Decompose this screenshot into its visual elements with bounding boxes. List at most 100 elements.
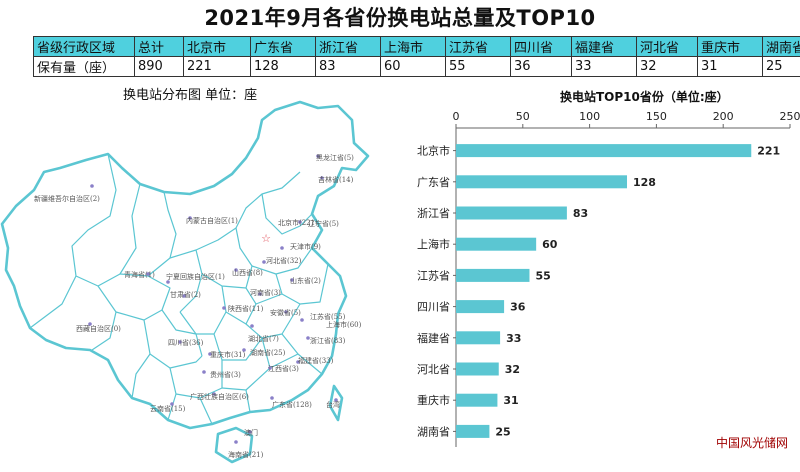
summary-header-cell: 总计 (134, 36, 184, 57)
summary-header-cell: 湖南省 (762, 36, 800, 57)
summary-value-cell: 36 (510, 56, 572, 77)
bar (456, 144, 752, 158)
map-province-label: 澳门 (244, 429, 258, 437)
bar-value-label: 221 (757, 145, 780, 158)
map-province-label: 吉林省(14) (318, 176, 354, 184)
map-province-label: 新疆维吾尔自治区(2) (34, 195, 100, 203)
x-tick-label: 150 (646, 110, 667, 123)
china-distribution-map: ☆ 黑龙江省(5) 吉林省(14) 新疆维吾尔自治区(2) 内蒙古自治区(1) 北京市(… (0, 98, 400, 472)
map-province-label: 四川省(36) (168, 339, 204, 347)
map-province-label: 青海省(1) (124, 271, 155, 279)
map-province-label: 河北省(32) (266, 257, 302, 265)
bar (456, 424, 490, 438)
map-outline: ☆ (0, 100, 370, 464)
summary-header-cell: 北京市 (183, 36, 251, 57)
category-label: 上海市 (417, 237, 450, 251)
summary-header-row: 省级行政区域总计北京市广东省浙江省上海市江苏省四川省福建省河北省重庆市湖南省 (33, 36, 800, 57)
summary-header-cell: 福建省 (571, 36, 637, 57)
summary-header-cell: 浙江省 (315, 36, 381, 57)
summary-header-cell: 河北省 (636, 36, 698, 57)
summary-table: 省级行政区域总计北京市广东省浙江省上海市江苏省四川省福建省河北省重庆市湖南省 保… (33, 36, 800, 77)
bar (456, 206, 567, 220)
bar (456, 300, 505, 314)
summary-header-cell: 江苏省 (445, 36, 511, 57)
bar-value-label: 60 (542, 238, 558, 251)
x-tick-label: 0 (453, 110, 460, 123)
summary-value-cell: 32 (636, 56, 698, 77)
bar-value-label: 25 (495, 425, 510, 438)
category-label: 浙江省 (417, 207, 450, 220)
map-province-label: 广东省(128) (272, 401, 312, 409)
category-label: 北京市 (417, 144, 450, 158)
map-province-label: 上海市(60) (326, 321, 362, 329)
map-province-label: 福建省(33) (298, 357, 334, 365)
map-province-label: 宁夏回族自治区(1) (166, 273, 225, 281)
summary-value-cell: 890 (134, 56, 184, 77)
category-label: 重庆市 (417, 393, 450, 407)
summary-header-cell: 重庆市 (697, 36, 763, 57)
map-province-label: 山东省(2) (290, 277, 321, 285)
bar (456, 175, 628, 189)
bar-value-label: 83 (573, 207, 588, 220)
bar-chart: 0 50 100 150 200 250 北京市 221 广东省 128 浙江省 83 上海市 60 江苏省… (417, 110, 800, 447)
map-province-label: 浙江省(83) (310, 337, 346, 345)
map-province-label: 江苏省(55) (310, 313, 346, 321)
category-label: 河北省 (417, 363, 450, 376)
svg-text:☆: ☆ (261, 232, 271, 245)
bar-value-label: 33 (506, 332, 521, 345)
map-province-label: 海南省(21) (228, 451, 264, 459)
summary-value-cell: 31 (697, 56, 763, 77)
summary-header-cell: 广东省 (250, 36, 316, 57)
map-province-label: 湖南省(25) (250, 349, 286, 357)
map-province-label: 湖北省(7) (248, 335, 279, 343)
category-label: 福建省 (417, 331, 450, 345)
map-province-label: 甘肃省(2) (170, 291, 201, 299)
bar-value-label: 32 (505, 363, 520, 376)
summary-header-cell: 省级行政区域 (33, 36, 135, 57)
summary-value-cell: 33 (571, 56, 637, 77)
summary-value-cell: 25 (762, 56, 800, 77)
bar (456, 268, 530, 282)
bar-value-label: 128 (633, 176, 656, 189)
map-caption: 换电站分布图 单位：座 (123, 88, 258, 103)
summary-value-cell: 221 (183, 56, 251, 77)
summary-header-cell: 四川省 (510, 36, 572, 57)
map-province-label: 天津市(9) (290, 243, 321, 251)
bar (456, 331, 501, 345)
map-province-label: 云南省(15) (150, 405, 186, 413)
map-province-label: 内蒙古自治区(1) (186, 217, 238, 225)
category-label: 湖南省 (417, 425, 450, 438)
map-province-label: 广西壮族自治区(6) (190, 393, 249, 401)
map-province-label: 河南省(3) (250, 289, 281, 297)
bar-value-label: 55 (535, 269, 550, 282)
map-province-label: 贵州省(3) (210, 371, 241, 379)
chart-title: 换电站TOP10省份（单位:座） (560, 90, 729, 104)
map-province-label: 陕西省(11) (228, 305, 264, 313)
map-province-label: 辽宁省(5) (308, 220, 339, 228)
x-tick-label: 50 (516, 110, 530, 123)
summary-value-row: 保有量（座） 890 221 128 83 60 55 36 33 32 31 25 (33, 56, 800, 77)
summary-value-cell: 83 (315, 56, 381, 77)
map-province-label: 江西省(3) (268, 365, 299, 373)
summary-value-cell: 60 (380, 56, 446, 77)
summary-value-cell: 55 (445, 56, 511, 77)
bar (456, 393, 498, 407)
summary-header-cell: 上海市 (380, 36, 446, 57)
x-tick-label: 200 (713, 110, 734, 123)
bar-value-label: 36 (510, 301, 526, 314)
map-province-label: 重庆市(31) (210, 351, 246, 359)
summary-value-cell: 保有量（座） (33, 56, 135, 77)
page-title: 2021年9月各省份换电站总量及TOP10 (204, 6, 596, 30)
bar (456, 237, 537, 251)
summary-value-cell: 128 (250, 56, 316, 77)
map-province-label: 北京市(221) (278, 219, 318, 227)
x-tick-label: 250 (780, 110, 800, 123)
map-province-label: 西藏自治区(0) (76, 325, 121, 333)
category-label: 四川省 (417, 301, 450, 314)
bar-value-label: 31 (503, 394, 518, 407)
map-province-label: 台湾 (326, 401, 340, 409)
map-province-label: 安徽省(5) (270, 309, 301, 317)
bar (456, 362, 499, 376)
category-label: 广东省 (417, 176, 450, 189)
watermark-text: 中国风光储网 (716, 436, 789, 450)
